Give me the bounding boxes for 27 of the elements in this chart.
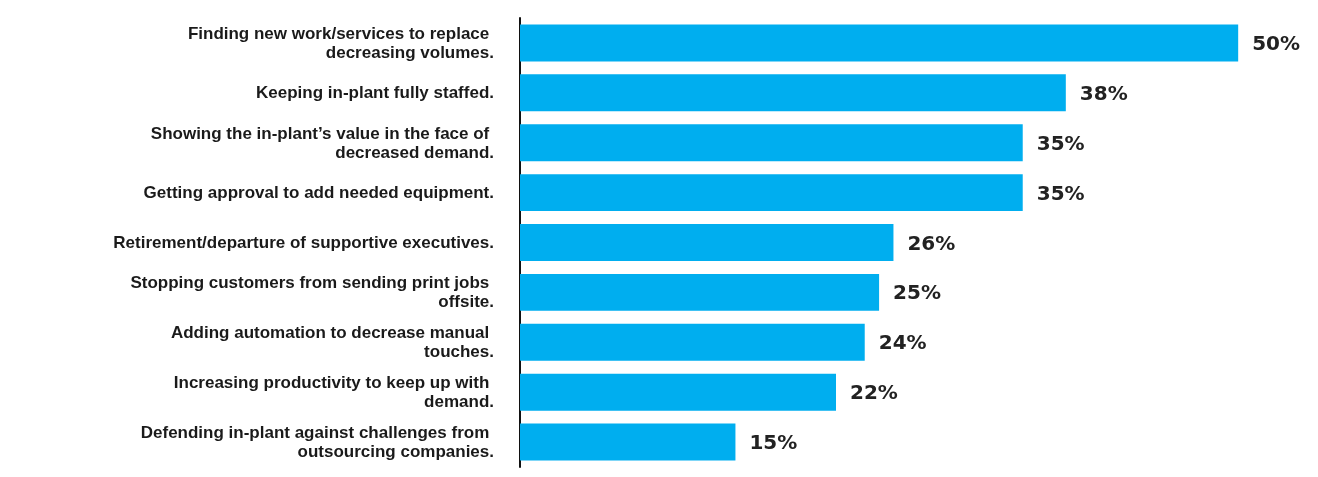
y-tick-label: Keeping in-plant fully staffed. <box>255 83 494 103</box>
y-tick-label: Finding new work/services to replace decreasing volumes. <box>187 23 494 62</box>
data-label: 35% <box>1036 180 1085 205</box>
data-label: 25% <box>893 280 941 305</box>
bar <box>520 24 1239 62</box>
bar <box>520 74 1066 112</box>
data-label: 35% <box>1036 130 1085 155</box>
y-tick-label: Increasing productivity to keep up with demand. <box>173 373 494 412</box>
data-label: 26% <box>907 230 956 255</box>
data-label: 38% <box>1079 80 1128 105</box>
bar <box>520 124 1023 162</box>
y-tick-label: Retirement/departure of supportive executives. <box>113 233 494 252</box>
bar <box>520 423 736 461</box>
bar <box>520 323 865 361</box>
data-label: 50% <box>1252 30 1301 55</box>
bar <box>520 273 880 311</box>
data-label: 15% <box>749 430 798 455</box>
y-tick-label: Showing the in-plant’s value in the face of decreased demand. <box>150 123 494 162</box>
data-label: 24% <box>878 330 927 355</box>
bar <box>520 373 836 411</box>
y-tick-label: Adding automation to decrease manual touches. <box>170 323 494 362</box>
y-tick-label: Stopping customers from sending print jobs offsite. <box>130 273 494 312</box>
bar <box>520 174 1023 212</box>
bar <box>520 224 894 261</box>
data-label: 22% <box>850 380 898 405</box>
y-tick-label: Defending in-plant against challenges from outsourcing companies. <box>140 423 494 462</box>
y-tick-label: Getting approval to add needed equipment. <box>143 183 494 203</box>
